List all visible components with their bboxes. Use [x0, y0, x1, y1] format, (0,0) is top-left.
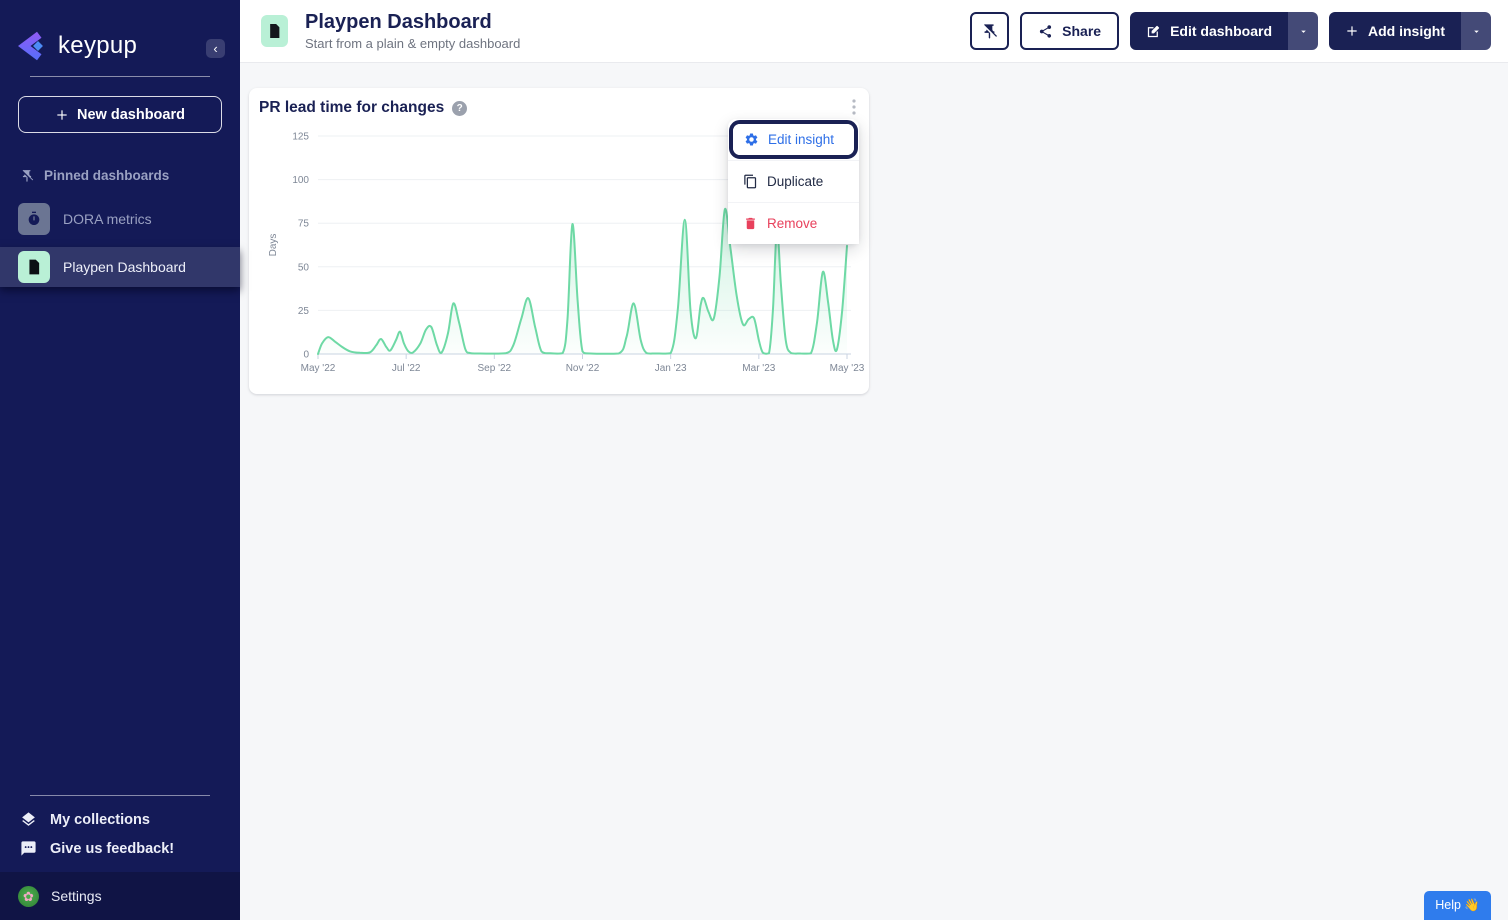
help-circle-icon[interactable]: ? — [452, 100, 468, 116]
card-title-row: PR lead time for changes ? — [259, 99, 468, 117]
edit-dashboard-button[interactable]: Edit dashboard — [1130, 12, 1288, 50]
svg-text:Jan '23: Jan '23 — [655, 363, 687, 374]
svg-text:100: 100 — [292, 175, 309, 186]
svg-text:Days: Days — [268, 234, 279, 257]
svg-text:Jul '22: Jul '22 — [392, 363, 421, 374]
gear-icon — [744, 132, 759, 147]
svg-text:0: 0 — [303, 350, 309, 361]
title-block: Playpen Dashboard Start from a plain & e… — [305, 11, 970, 51]
layers-icon — [20, 811, 37, 828]
dashboard-header: Playpen Dashboard Start from a plain & e… — [240, 0, 1508, 63]
sidebar-item-playpen-dashboard[interactable]: Playpen Dashboard — [0, 247, 240, 287]
main-area: Playpen Dashboard Start from a plain & e… — [240, 0, 1508, 920]
keypup-logo-icon — [18, 31, 48, 61]
plus-icon — [55, 108, 69, 122]
menu-item-edit-insight[interactable]: Edit insight — [733, 124, 854, 155]
add-insight-dropdown-button[interactable] — [1461, 12, 1491, 50]
dashboard-document-icon — [261, 15, 288, 47]
page-title: Playpen Dashboard — [305, 11, 492, 33]
share-icon — [1038, 24, 1053, 39]
topbar-actions: Share Edit dashboard — [970, 12, 1491, 50]
chat-bubble-icon — [20, 840, 37, 857]
unpin-dashboard-button[interactable] — [970, 12, 1010, 50]
card-title: PR lead time for changes — [259, 99, 445, 116]
pinned-dashboards-section-label: Pinned dashboards — [0, 168, 240, 183]
brand-name: keypup — [58, 32, 138, 59]
edit-dashboard-split-button: Edit dashboard — [1130, 12, 1318, 50]
lead-time-chart: 0 25 50 75 100 125 May '22 Jul '22 Sep '22 Nov '2… — [268, 132, 865, 375]
svg-text:Sep '22: Sep '22 — [478, 363, 512, 374]
chevron-left-icon: ‹ — [213, 41, 218, 56]
stopwatch-icon — [18, 203, 50, 235]
svg-text:75: 75 — [298, 219, 310, 230]
insight-context-menu: Edit insight Duplicate Remove — [728, 119, 859, 244]
kebab-dots-icon — [852, 99, 856, 115]
svg-text:Nov '22: Nov '22 — [566, 363, 600, 374]
new-dashboard-button[interactable]: New dashboard — [18, 96, 222, 133]
edit-pencil-icon — [1146, 24, 1161, 39]
svg-text:50: 50 — [298, 262, 310, 273]
give-feedback-link[interactable]: Give us feedback! — [0, 835, 240, 862]
svg-text:25: 25 — [298, 306, 310, 317]
sidebar-collapse-button[interactable]: ‹ — [206, 39, 225, 58]
sidebar-item-dora-metrics[interactable]: DORA metrics — [0, 199, 240, 239]
pinned-dashboards-list: DORA metrics Playpen Dashboard — [0, 199, 240, 295]
my-collections-link[interactable]: My collections — [0, 806, 240, 833]
pin-icon — [20, 169, 34, 183]
sidebar: keypup ‹ New dashboard Pinned dashboards — [0, 0, 240, 920]
sidebar-spacer — [0, 295, 240, 795]
page-subtitle: Start from a plain & empty dashboard — [305, 36, 521, 51]
svg-text:May '23: May '23 — [830, 363, 865, 374]
add-insight-split-button: Add insight — [1329, 12, 1491, 50]
focused-menu-item-ring: Edit insight — [729, 120, 858, 159]
logo: keypup — [0, 0, 240, 76]
divider — [30, 76, 210, 77]
share-button[interactable]: Share — [1020, 12, 1120, 50]
caret-down-icon — [1471, 26, 1482, 37]
divider — [30, 795, 210, 796]
trash-icon — [743, 216, 758, 231]
svg-text:May '22: May '22 — [301, 363, 336, 374]
plus-icon — [1345, 24, 1359, 38]
svg-text:125: 125 — [292, 132, 309, 143]
menu-item-remove[interactable]: Remove — [728, 202, 859, 244]
menu-item-duplicate[interactable]: Duplicate — [728, 160, 859, 202]
dashboard-content: 0 25 50 75 100 125 May '22 Jul '22 Sep '22 Nov '2… — [240, 63, 1508, 920]
copy-icon — [743, 174, 758, 189]
caret-down-icon — [1298, 26, 1309, 37]
user-avatar: ✿ — [18, 885, 39, 907]
svg-text:Mar '23: Mar '23 — [742, 363, 775, 374]
pin-slash-icon — [981, 23, 998, 40]
settings-button[interactable]: ✿ Settings — [0, 872, 240, 920]
add-insight-button[interactable]: Add insight — [1329, 12, 1461, 50]
help-button[interactable]: Help 👋 — [1424, 891, 1491, 920]
document-icon — [18, 251, 50, 283]
edit-dashboard-dropdown-button[interactable] — [1288, 12, 1318, 50]
card-kebab-menu-button[interactable] — [844, 96, 864, 118]
